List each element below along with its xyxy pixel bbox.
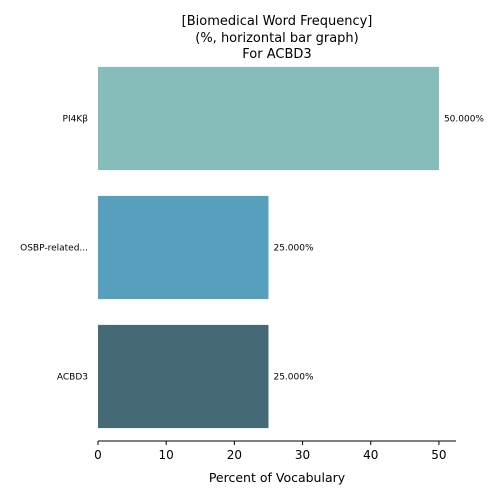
category-label-2: ACBD3 [57, 373, 88, 383]
value-label-2: 25.000% [273, 373, 313, 383]
x-axis-label: Percent of Vocabulary [209, 470, 346, 485]
x-tick-label-1: 10 [159, 448, 174, 462]
x-tick-label-4: 40 [363, 448, 378, 462]
x-axis: 0 10 20 30 40 50 [94, 440, 456, 462]
value-label-0: 50.000% [444, 115, 484, 125]
x-tick-label-3: 30 [295, 448, 310, 462]
bars-group: PI4Kβ 50.000% OSBP-related... 25.000% ACBD3 2… [20, 66, 484, 429]
bar-1 [98, 195, 269, 300]
category-label-0: PI4Kβ [63, 115, 89, 125]
chart-title: [Biomedical Word Frequency] (%, horizont… [182, 14, 373, 62]
x-tick-label-5: 50 [431, 448, 446, 462]
category-label-1: OSBP-related... [20, 244, 88, 254]
bar-0 [98, 66, 439, 171]
chart-title-line-2: (%, horizontal bar graph) [195, 31, 358, 46]
x-tick-label-0: 0 [94, 448, 102, 462]
chart-title-line-1: [Biomedical Word Frequency] [182, 14, 373, 29]
bar-2 [98, 324, 269, 429]
chart-title-line-3: For ACBD3 [242, 47, 311, 62]
x-tick-label-2: 20 [227, 448, 242, 462]
value-label-1: 25.000% [273, 244, 313, 254]
